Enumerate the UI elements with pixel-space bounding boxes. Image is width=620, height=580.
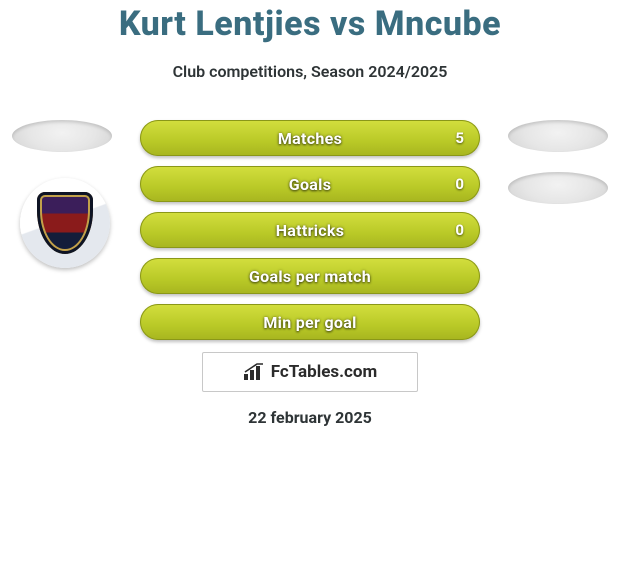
club-crest-right-placeholder (508, 172, 608, 204)
stat-bar: Hattricks 0 (140, 212, 480, 248)
player-avatar-right (508, 120, 608, 152)
stat-bar: Matches 5 (140, 120, 480, 156)
club-crest-shield-icon (37, 192, 93, 254)
club-crest-left (20, 178, 110, 268)
stat-label: Min per goal (140, 304, 480, 340)
bar-chart-icon (243, 363, 265, 381)
snapshot-date: 22 february 2025 (0, 408, 620, 427)
stat-label: Goals (140, 166, 480, 202)
page-title: Kurt Lentjies vs Mncube (0, 4, 620, 44)
stat-value: 0 (455, 212, 464, 248)
stat-label: Goals per match (140, 258, 480, 294)
stat-value: 5 (455, 120, 464, 156)
player-avatar-left (12, 120, 112, 152)
page-subtitle: Club competitions, Season 2024/2025 (0, 62, 620, 81)
stat-label: Hattricks (140, 212, 480, 248)
attribution-badge[interactable]: FcTables.com (202, 352, 418, 392)
stat-bar: Min per goal (140, 304, 480, 340)
stat-bars: Matches 5 Goals 0 Hattricks 0 Goals per … (140, 120, 480, 350)
stat-label: Matches (140, 120, 480, 156)
stat-bar: Goals 0 (140, 166, 480, 202)
attribution-text: FcTables.com (271, 362, 377, 382)
stat-value: 0 (455, 166, 464, 202)
stat-bar: Goals per match (140, 258, 480, 294)
